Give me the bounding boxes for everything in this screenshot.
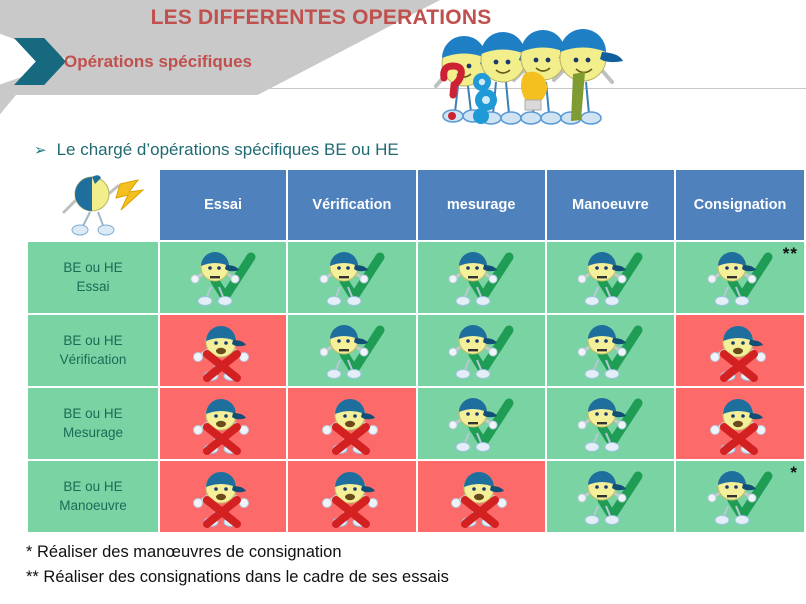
thumbs-up-check-icon	[448, 324, 514, 379]
row-label-line1: BE ou HE	[63, 333, 123, 349]
bullet-text: Le chargé d’opérations spécifiques BE ou…	[56, 140, 399, 159]
matrix-cell-r2-c2	[288, 315, 416, 386]
row-label-line1: BE ou HE	[63, 479, 123, 495]
header-banner	[0, 0, 806, 120]
page-title: LES DIFFERENTES OPERATIONS	[150, 6, 492, 29]
row-label-line2: Vérification	[59, 351, 127, 367]
row-label-line2: Mesurage	[62, 424, 124, 440]
column-header-essai: Essai	[160, 170, 287, 240]
header-divider	[52, 88, 806, 89]
table-header-row: Essai Vérification mesurage Manoeuvre Co…	[28, 170, 804, 240]
thumbs-up-check-icon	[448, 397, 514, 452]
matrix-cell-r3-c1	[160, 388, 287, 459]
matrix-cell-r1-c1	[160, 242, 287, 313]
footnotes: * Réaliser des manœuvres de consignation…	[26, 540, 786, 590]
worried-cross-icon	[193, 325, 250, 382]
matrix-cell-r4-c2	[288, 461, 416, 532]
matrix-cell-r4-c3	[417, 461, 545, 532]
table-row: BE ou HE Vérification	[28, 315, 804, 386]
matrix-cell-r1-c3	[417, 242, 545, 313]
matrix-cell-r4-c1	[160, 461, 287, 532]
column-header-verification: Vérification	[288, 170, 416, 240]
row-header-essai: BE ou HE Essai	[28, 242, 158, 313]
row-label-line1: BE ou HE	[63, 260, 123, 276]
worried-cross-icon	[193, 398, 250, 455]
matrix-cell-r1-c2	[288, 242, 416, 313]
matrix-cell-r3-c2	[288, 388, 416, 459]
row-header-vérification: BE ou HE Vérification	[28, 315, 158, 386]
matrix-cell-r3-c5	[676, 388, 804, 459]
worried-cross-icon	[451, 471, 508, 528]
matrix-cell-r2-c1	[160, 315, 287, 386]
worried-cross-icon	[710, 398, 767, 455]
operations-matrix-table: Essai Vérification mesurage Manoeuvre Co…	[26, 168, 806, 534]
four-characters-group-icon	[424, 16, 624, 128]
matrix-cell-r1-c5: **	[676, 242, 804, 313]
matrix-cell-r2-c5	[676, 315, 804, 386]
thumbs-up-check-icon	[577, 324, 643, 379]
worried-cross-icon	[321, 471, 378, 528]
column-header-mesurage: mesurage	[417, 170, 545, 240]
thumbs-up-check-icon	[577, 470, 643, 525]
cell-footnote-marker: **	[782, 244, 798, 263]
bullet-arrow-icon: ➢	[34, 142, 47, 159]
thumbs-up-check-icon	[448, 251, 514, 306]
matrix-cell-r2-c3	[417, 315, 545, 386]
thumbs-up-check-icon	[319, 324, 385, 379]
worried-cross-icon	[321, 398, 378, 455]
matrix-cell-r3-c3	[417, 388, 545, 459]
column-header-consignation: Consignation	[676, 170, 804, 240]
row-label-line2: Essai	[76, 278, 110, 294]
matrix-cell-r1-c4	[546, 242, 675, 313]
thumbs-up-check-icon	[707, 251, 773, 306]
table-row: BE ou HE Manoeuvre *	[28, 461, 804, 532]
cell-footnote-marker: *	[790, 463, 798, 482]
matrix-cell-r4-c5: *	[676, 461, 804, 532]
thumbs-up-check-icon	[319, 251, 385, 306]
matrix-cell-r4-c4	[546, 461, 675, 532]
footnote-double-star: ** Réaliser des consignations dans le ca…	[26, 567, 449, 586]
table-row: BE ou HE Essai **	[28, 242, 804, 313]
thumbs-up-check-icon	[190, 251, 256, 306]
row-header-mesurage: BE ou HE Mesurage	[28, 388, 158, 459]
page-subtitle: Opérations spécifiques	[64, 52, 252, 71]
column-header-manoeuvre: Manoeuvre	[546, 170, 675, 240]
row-header-manoeuvre: BE ou HE Manoeuvre	[28, 461, 158, 532]
worried-cross-icon	[710, 325, 767, 382]
thumbs-up-check-icon	[577, 397, 643, 452]
worried-cross-icon	[193, 471, 250, 528]
thumbs-up-check-icon	[577, 251, 643, 306]
bullet-heading: ➢ Le chargé d’opérations spécifiques BE …	[34, 140, 399, 160]
matrix-cell-r3-c4	[546, 388, 675, 459]
table-row: BE ou HE Mesurage	[28, 388, 804, 459]
thumbs-up-check-icon	[707, 470, 773, 525]
row-label-line2: Manoeuvre	[59, 497, 127, 513]
electrician-character-lightning-icon	[28, 170, 158, 240]
row-label-line1: BE ou HE	[63, 406, 123, 422]
footnote-single-star: * Réaliser des manœuvres de consignation	[26, 543, 342, 561]
matrix-cell-r2-c4	[546, 315, 675, 386]
